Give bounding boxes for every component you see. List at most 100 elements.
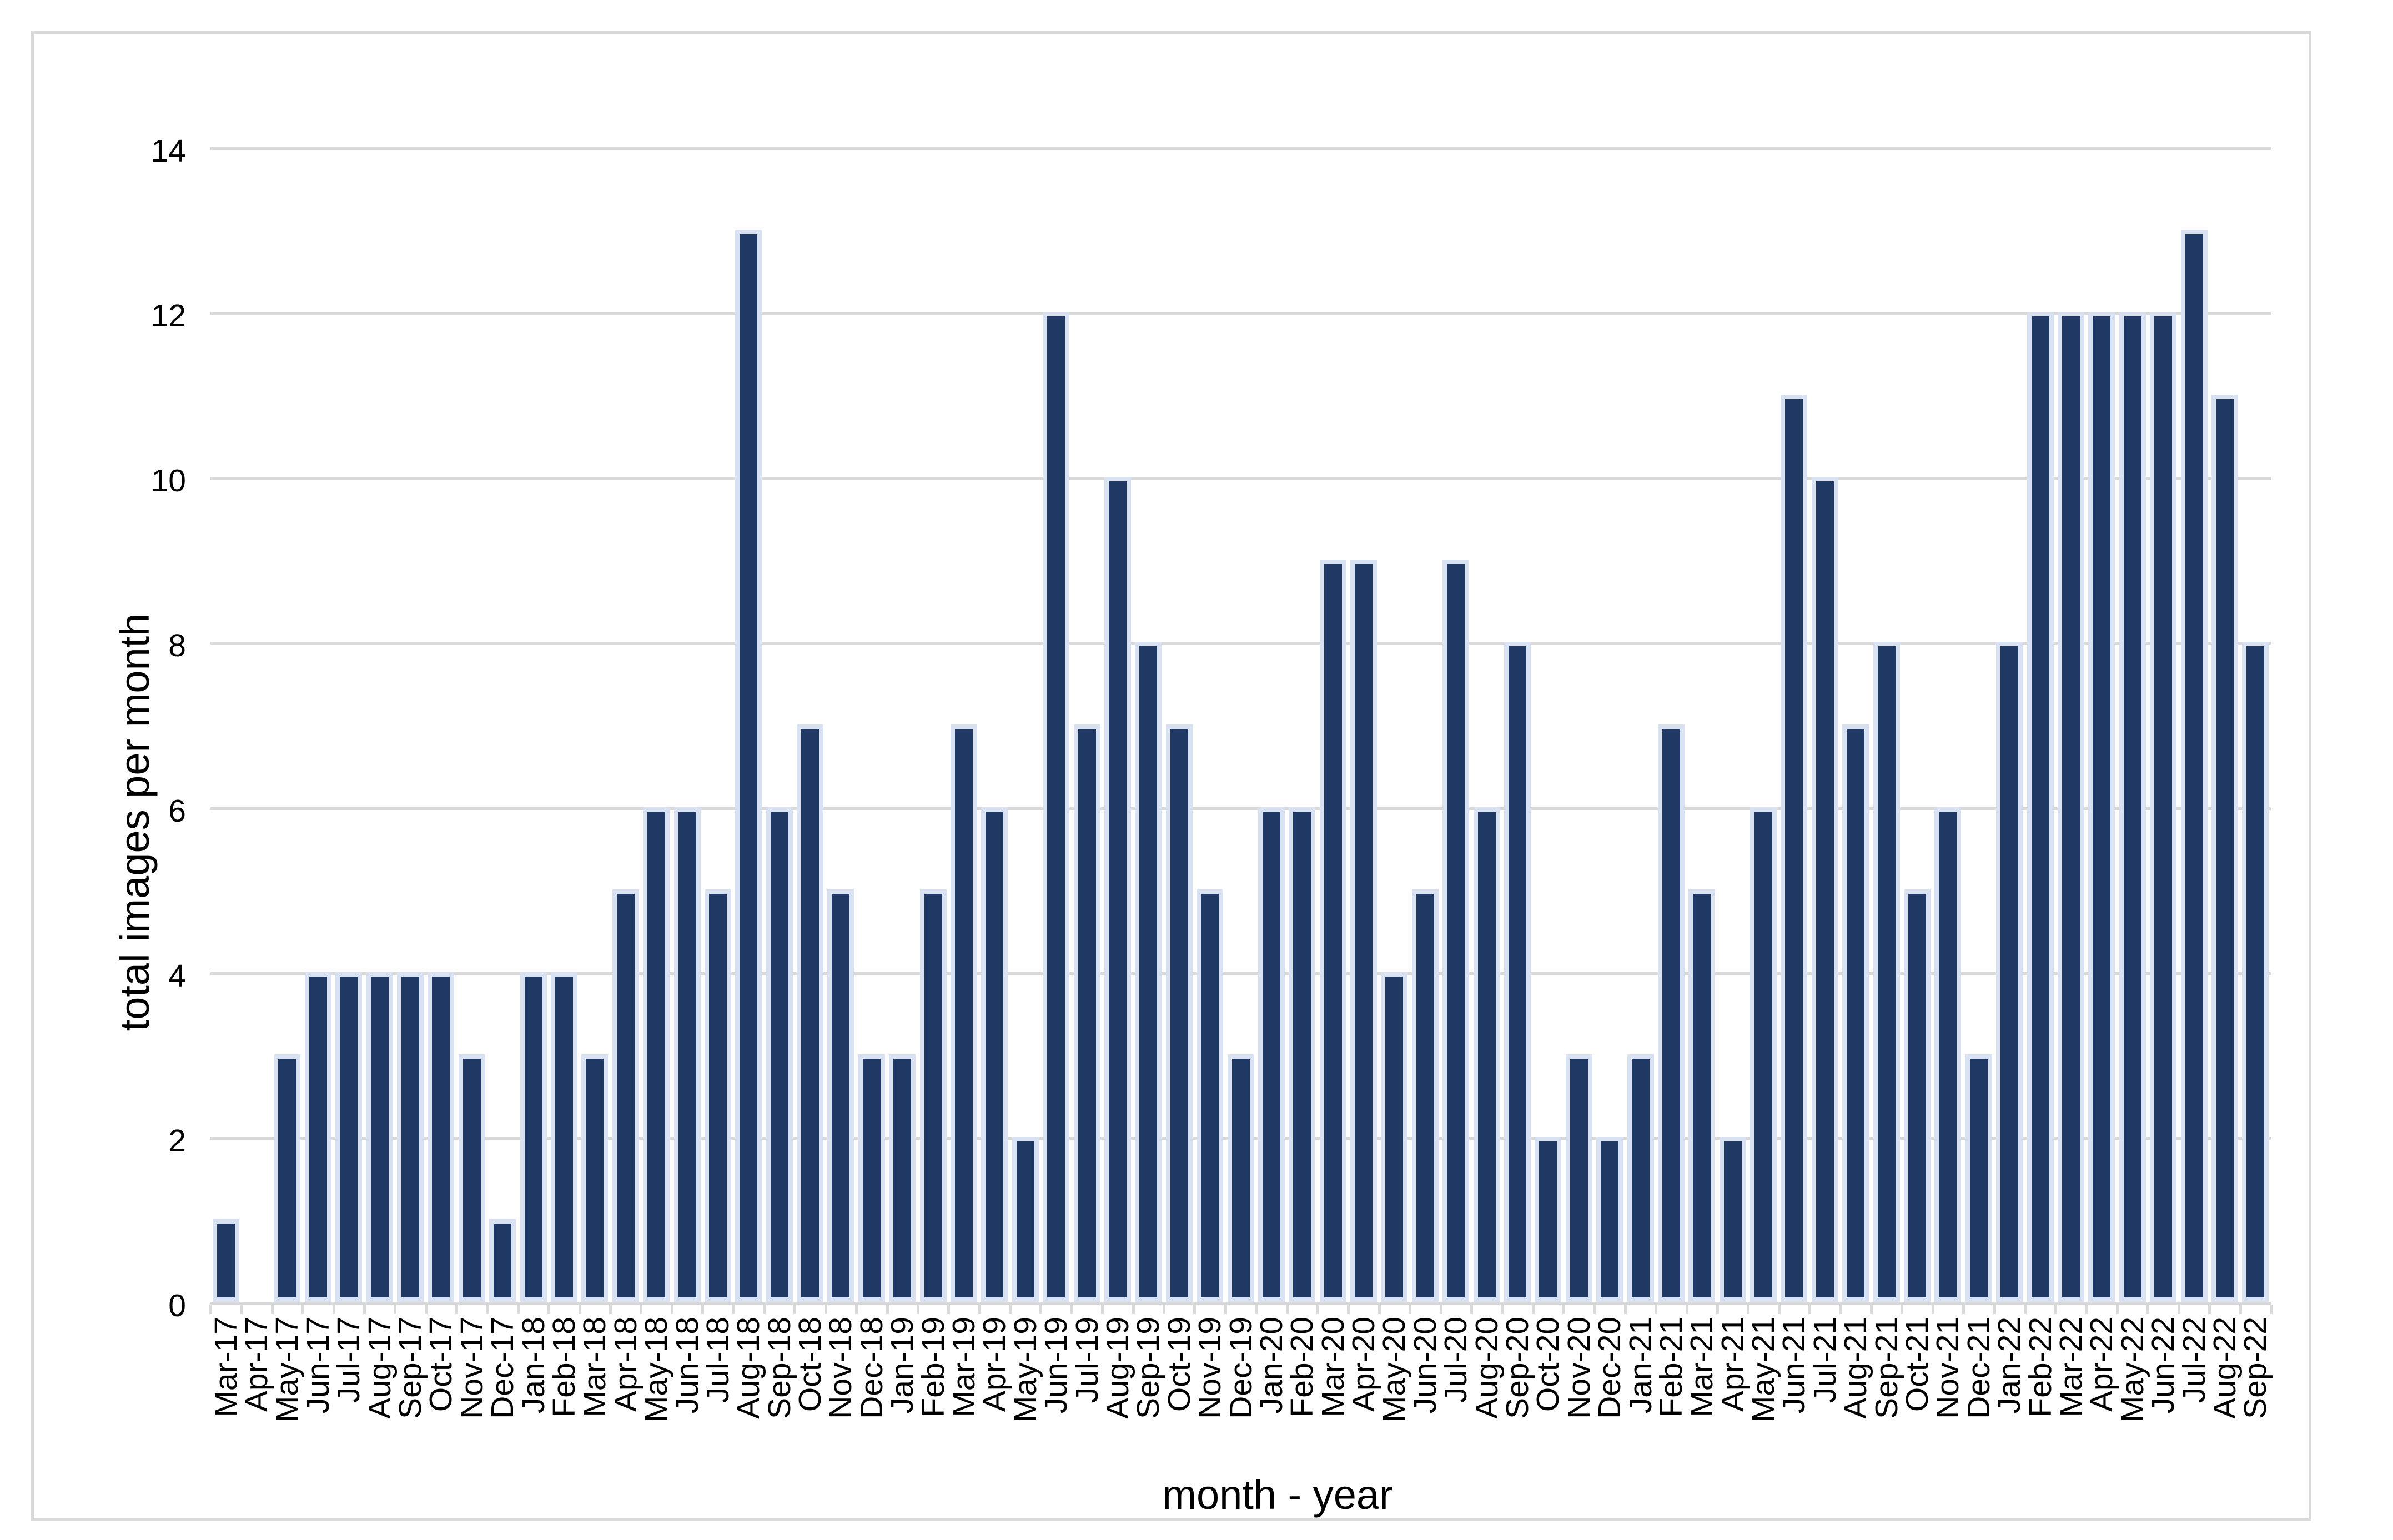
bar-Jun-22 xyxy=(2150,312,2177,1302)
y-tick-label: 4 xyxy=(168,958,186,994)
bar-Mar-17 xyxy=(212,1219,239,1302)
x-tick xyxy=(1623,1305,1627,1314)
x-tick xyxy=(1070,1305,1073,1314)
x-tick-label: Oct-18 xyxy=(792,1317,828,1412)
x-tick-label: Jun-22 xyxy=(2145,1317,2181,1414)
bar-Jul-20 xyxy=(1442,559,1470,1302)
x-tick-label: Dec-17 xyxy=(485,1317,521,1419)
x-tick-label: Aug-22 xyxy=(2206,1317,2243,1419)
bar-Oct-18 xyxy=(797,724,824,1302)
bar-Feb-20 xyxy=(1289,807,1316,1302)
x-tick xyxy=(486,1305,489,1314)
bar-Sep-21 xyxy=(1873,642,1900,1302)
gridline xyxy=(210,807,2271,810)
x-tick xyxy=(1839,1305,1842,1314)
x-tick-label: Apr-17 xyxy=(239,1317,275,1412)
bar-Sep-20 xyxy=(1504,642,1531,1302)
x-tick xyxy=(1101,1305,1104,1314)
bar-Oct-20 xyxy=(1535,1136,1562,1302)
x-tick-label: Jul-22 xyxy=(2176,1317,2212,1403)
x-tick xyxy=(762,1305,766,1314)
bar-Jul-22 xyxy=(2180,229,2208,1302)
x-tick-label: May-18 xyxy=(639,1317,675,1423)
x-tick xyxy=(1039,1305,1043,1314)
x-tick-label: Mar-21 xyxy=(1684,1317,1720,1417)
x-tick xyxy=(1716,1305,1719,1314)
bar-Nov-18 xyxy=(827,889,854,1302)
x-tick xyxy=(824,1305,827,1314)
x-tick xyxy=(1193,1305,1196,1314)
bar-Apr-20 xyxy=(1350,559,1378,1302)
x-tick xyxy=(1409,1305,1412,1314)
gridline xyxy=(210,972,2271,975)
x-tick xyxy=(1224,1305,1227,1314)
x-tick xyxy=(301,1305,305,1314)
bar-Feb-22 xyxy=(2027,312,2054,1302)
x-tick-label: Sep-17 xyxy=(393,1317,429,1419)
y-tick-label: 10 xyxy=(150,463,186,499)
x-tick xyxy=(547,1305,551,1314)
x-tick xyxy=(270,1305,274,1314)
x-tick-label: Oct-21 xyxy=(1899,1317,1935,1412)
x-tick xyxy=(978,1305,981,1314)
x-axis-line xyxy=(210,1302,2271,1305)
bar-Jul-17 xyxy=(335,972,363,1302)
bar-Dec-20 xyxy=(1596,1136,1623,1302)
bar-Jul-21 xyxy=(1811,477,1838,1302)
x-tick xyxy=(2270,1305,2273,1314)
bar-Oct-21 xyxy=(1904,889,1931,1302)
bar-Feb-18 xyxy=(550,972,577,1302)
x-tick-label: Jul-19 xyxy=(1069,1317,1105,1403)
bar-Jul-19 xyxy=(1073,724,1100,1302)
x-tick-label: Jul-21 xyxy=(1807,1317,1843,1403)
x-tick-label: Mar-19 xyxy=(946,1317,982,1417)
x-tick xyxy=(2146,1305,2150,1314)
x-tick xyxy=(1009,1305,1012,1314)
x-tick-label: Apr-20 xyxy=(1346,1317,1382,1412)
x-tick xyxy=(1132,1305,1135,1314)
x-tick xyxy=(701,1305,705,1314)
bar-Dec-18 xyxy=(858,1054,885,1302)
x-tick-label: May-22 xyxy=(2114,1317,2150,1423)
x-tick xyxy=(1163,1305,1166,1314)
x-tick xyxy=(1685,1305,1688,1314)
bar-Mar-21 xyxy=(1688,889,1716,1302)
gridline xyxy=(210,312,2271,315)
x-tick xyxy=(516,1305,520,1314)
x-tick-label: Oct-17 xyxy=(423,1317,459,1412)
x-tick-label: May-20 xyxy=(1376,1317,1412,1423)
x-tick xyxy=(2208,1305,2211,1314)
bar-Dec-19 xyxy=(1227,1054,1254,1302)
x-tick xyxy=(209,1305,212,1314)
y-tick-label: 12 xyxy=(150,298,186,334)
x-tick xyxy=(1439,1305,1442,1314)
x-tick-label: Feb-19 xyxy=(915,1317,951,1417)
bar-Nov-21 xyxy=(1934,807,1962,1302)
x-tick-label: May-19 xyxy=(1007,1317,1043,1423)
x-tick xyxy=(670,1305,673,1314)
x-tick xyxy=(793,1305,797,1314)
x-tick-label: Feb-20 xyxy=(1284,1317,1320,1417)
x-tick-label: Jan-19 xyxy=(884,1317,921,1414)
x-tick xyxy=(640,1305,643,1314)
y-tick-label: 6 xyxy=(168,793,186,829)
x-tick xyxy=(2054,1305,2058,1314)
bar-Jan-18 xyxy=(520,972,547,1302)
x-tick-label: Jan-22 xyxy=(1992,1317,2028,1414)
bar-Aug-17 xyxy=(366,972,393,1302)
x-tick-label: Dec-18 xyxy=(853,1317,889,1419)
x-tick-label: Apr-18 xyxy=(607,1317,644,1412)
bar-Aug-22 xyxy=(2211,394,2238,1302)
x-tick xyxy=(455,1305,459,1314)
bar-Feb-21 xyxy=(1657,724,1685,1302)
y-tick-label: 0 xyxy=(168,1288,186,1323)
x-tick xyxy=(1562,1305,1566,1314)
x-tick xyxy=(1285,1305,1289,1314)
x-tick xyxy=(1962,1305,1965,1314)
bar-Sep-18 xyxy=(766,807,793,1302)
bar-Jun-17 xyxy=(304,972,331,1302)
bar-Sep-17 xyxy=(397,972,424,1302)
x-tick-label: Jun-19 xyxy=(1038,1317,1074,1414)
bar-Jan-19 xyxy=(889,1054,916,1302)
